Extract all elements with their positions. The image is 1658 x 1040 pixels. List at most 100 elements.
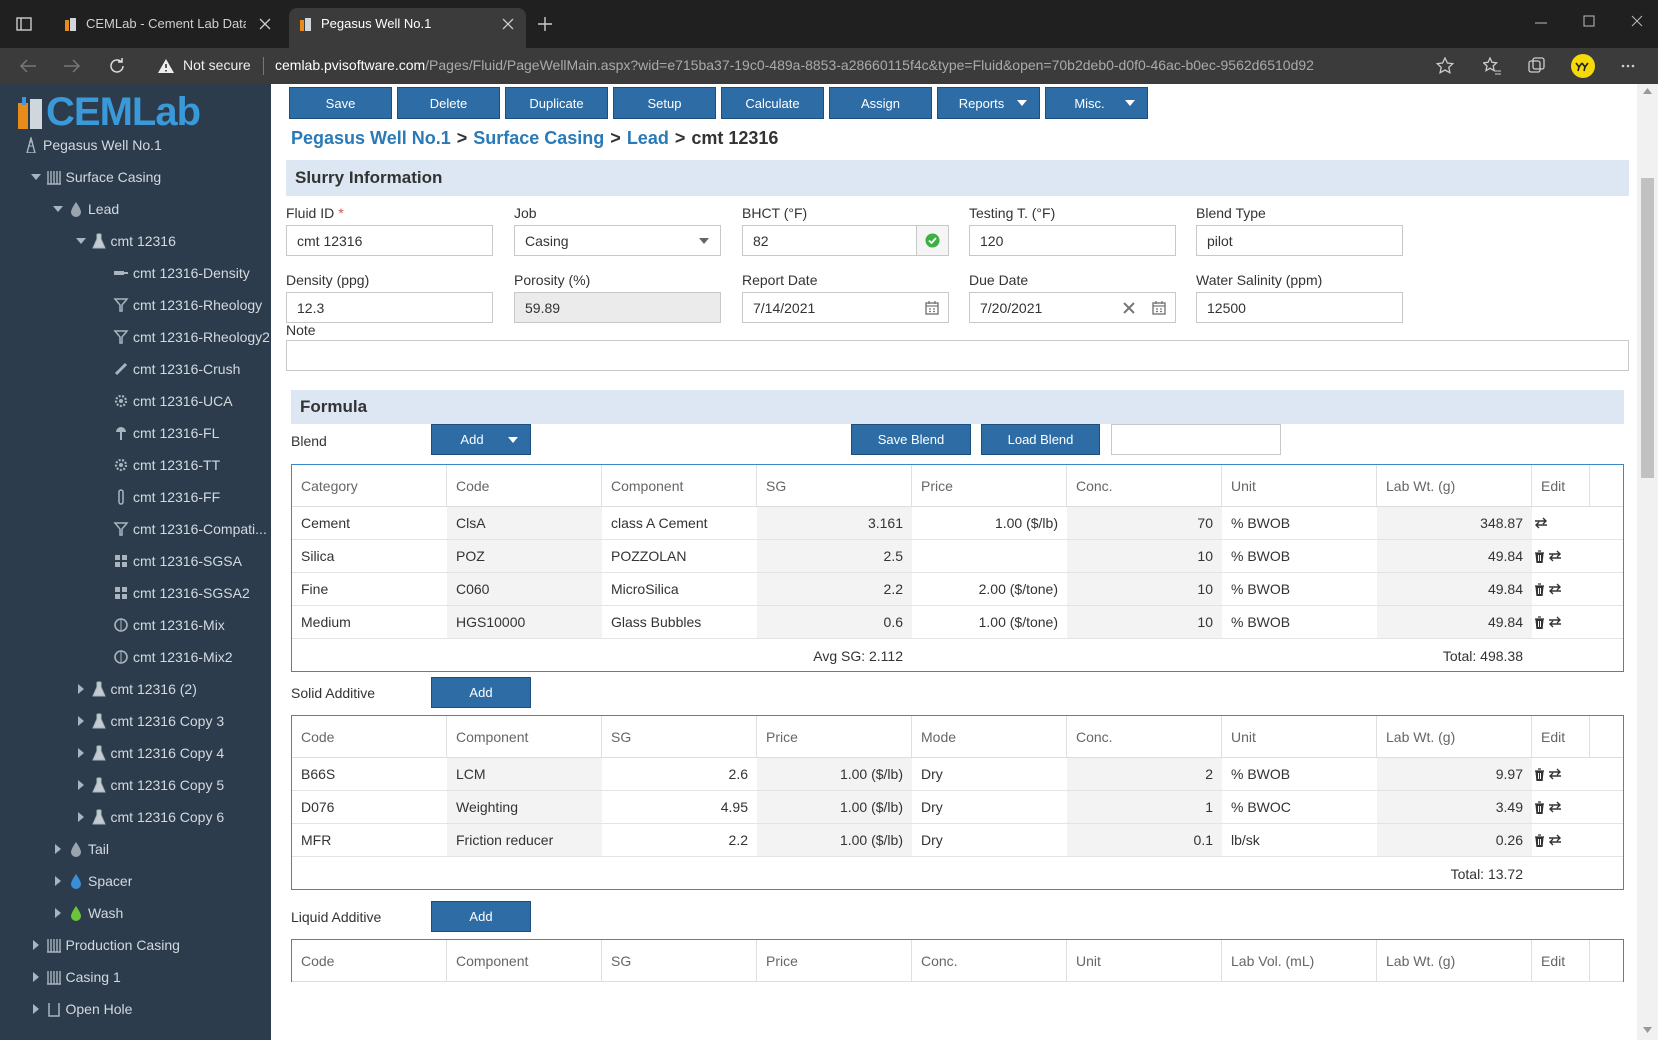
column-header[interactable]: Edit (1532, 465, 1590, 507)
tree-toggle[interactable] (72, 232, 90, 250)
tree-node[interactable]: Pegasus Well No.1 (0, 129, 271, 161)
blend-name-input[interactable] (1111, 424, 1281, 455)
column-header[interactable]: SG (602, 940, 757, 982)
toolbar-button[interactable]: Setup (613, 87, 716, 119)
input[interactable]: pilot (1196, 225, 1403, 256)
column-header[interactable]: Edit (1532, 716, 1590, 758)
tree-toggle[interactable] (49, 872, 67, 890)
column-header[interactable]: Price (757, 716, 912, 758)
column-header[interactable]: Price (912, 465, 1067, 507)
scrollbar[interactable] (1637, 84, 1658, 1040)
save-blend-button[interactable]: Save Blend (851, 424, 971, 455)
column-header[interactable]: Lab Wt. (g) (1377, 940, 1532, 982)
favorite-add-icon[interactable] (1436, 57, 1454, 75)
tree-toggle[interactable] (27, 936, 45, 954)
delete-icon[interactable] (1534, 549, 1545, 563)
tree-toggle[interactable] (72, 744, 90, 762)
forward-button[interactable] (63, 58, 81, 74)
load-blend-button[interactable]: Load Blend (981, 424, 1100, 455)
column-header[interactable]: Code (292, 940, 447, 982)
tree-node[interactable]: cmt 12316-FL (0, 417, 271, 449)
swap-icon[interactable] (1548, 834, 1562, 846)
delete-icon[interactable] (1534, 582, 1545, 596)
maximize-button[interactable] (1582, 14, 1596, 28)
swap-icon[interactable] (1548, 768, 1562, 780)
add-button[interactable]: Add (431, 424, 531, 455)
tree-toggle[interactable] (49, 904, 67, 922)
input[interactable]: 120 (969, 225, 1176, 256)
tree-node[interactable]: Spacer (0, 865, 271, 897)
column-header[interactable]: Unit (1067, 940, 1222, 982)
scroll-down[interactable] (1643, 1027, 1652, 1033)
column-header[interactable]: Component (447, 940, 602, 982)
delete-icon[interactable] (1534, 767, 1545, 781)
tree-node[interactable]: cmt 12316 (2) (0, 673, 271, 705)
toolbar-button[interactable]: Delete (397, 87, 500, 119)
column-header[interactable]: SG (757, 465, 912, 507)
tree-node[interactable]: cmt 12316-TT (0, 449, 271, 481)
tree-node[interactable]: cmt 12316-SGSA2 (0, 577, 271, 609)
profile-avatar[interactable] (1570, 53, 1596, 79)
tree-toggle[interactable] (72, 680, 90, 698)
toolbar-button[interactable]: Calculate (721, 87, 824, 119)
calendar-icon[interactable] (925, 300, 939, 315)
swap-icon[interactable] (1548, 550, 1562, 562)
tree-node[interactable]: cmt 12316-SGSA (0, 545, 271, 577)
tree-node[interactable]: Production Casing (0, 929, 271, 961)
toolbar-button[interactable]: Assign (829, 87, 932, 119)
toolbar-button[interactable]: Save (289, 87, 392, 119)
close-button[interactable] (1630, 14, 1644, 28)
column-header[interactable]: SG (602, 716, 757, 758)
tree-toggle[interactable] (27, 968, 45, 986)
input[interactable]: cmt 12316 (286, 225, 493, 256)
security-label[interactable]: Not secure (183, 57, 251, 73)
toolbar-button[interactable]: Reports (937, 87, 1040, 119)
tree-node[interactable]: cmt 12316 Copy 6 (0, 801, 271, 833)
swap-icon[interactable] (1548, 616, 1562, 628)
breadcrumb-link[interactable]: Pegasus Well No.1 (291, 128, 451, 148)
warning-icon[interactable] (157, 58, 175, 74)
swap-icon[interactable] (1534, 517, 1548, 529)
delete-icon[interactable] (1534, 833, 1545, 847)
note-input[interactable] (286, 340, 1629, 371)
tree-node[interactable]: cmt 12316-FF (0, 481, 271, 513)
scroll-up[interactable] (1643, 88, 1652, 94)
tab[interactable]: CEMLab - Cement Lab Data Man (54, 8, 283, 48)
tree-node[interactable]: Tail (0, 833, 271, 865)
back-button[interactable] (19, 58, 37, 74)
toolbar-button[interactable]: Misc. (1045, 87, 1148, 119)
add-button[interactable]: Add (431, 677, 531, 708)
toolbar-button[interactable]: Duplicate (505, 87, 608, 119)
column-header[interactable]: Conc. (912, 940, 1067, 982)
column-header[interactable]: Lab Wt. (g) (1377, 465, 1532, 507)
column-header[interactable]: Lab Wt. (g) (1377, 716, 1532, 758)
clear-icon[interactable] (1123, 302, 1135, 314)
tree-node[interactable]: Surface Casing (0, 161, 271, 193)
url[interactable]: cemlab.pvisoftware.com/Pages/Fluid/PageW… (275, 57, 1314, 73)
breadcrumb-link[interactable]: Surface Casing (473, 128, 605, 148)
column-header[interactable]: Code (447, 465, 602, 507)
column-header[interactable]: Lab Vol. (mL) (1222, 940, 1377, 982)
input[interactable]: 12500 (1196, 292, 1403, 323)
menu-button[interactable] (1620, 58, 1636, 74)
tree-node[interactable]: cmt 12316 (0, 225, 271, 257)
tree-toggle[interactable] (49, 840, 67, 858)
tree-node[interactable]: cmt 12316-UCA (0, 385, 271, 417)
input[interactable]: 82 (742, 225, 949, 256)
tree-toggle[interactable] (27, 168, 45, 186)
swap-icon[interactable] (1548, 583, 1562, 595)
tree-node[interactable]: cmt 12316-Mix2 (0, 641, 271, 673)
column-header[interactable]: Component (447, 716, 602, 758)
tree-node[interactable]: cmt 12316-Mix (0, 609, 271, 641)
column-header[interactable]: Category (292, 465, 447, 507)
minimize-button[interactable] (1534, 16, 1548, 30)
tree-node[interactable]: Open Hole (0, 993, 271, 1025)
tree-node[interactable]: Lead (0, 193, 271, 225)
calendar-icon[interactable] (1152, 300, 1166, 315)
input[interactable]: 12.3 (286, 292, 493, 323)
breadcrumb-link[interactable]: Lead (626, 128, 669, 148)
favorites-icon[interactable] (1483, 57, 1501, 75)
tab[interactable]: Pegasus Well No.1 (289, 8, 526, 48)
column-header[interactable]: Code (292, 716, 447, 758)
input[interactable]: 7/20/2021 (969, 292, 1176, 323)
